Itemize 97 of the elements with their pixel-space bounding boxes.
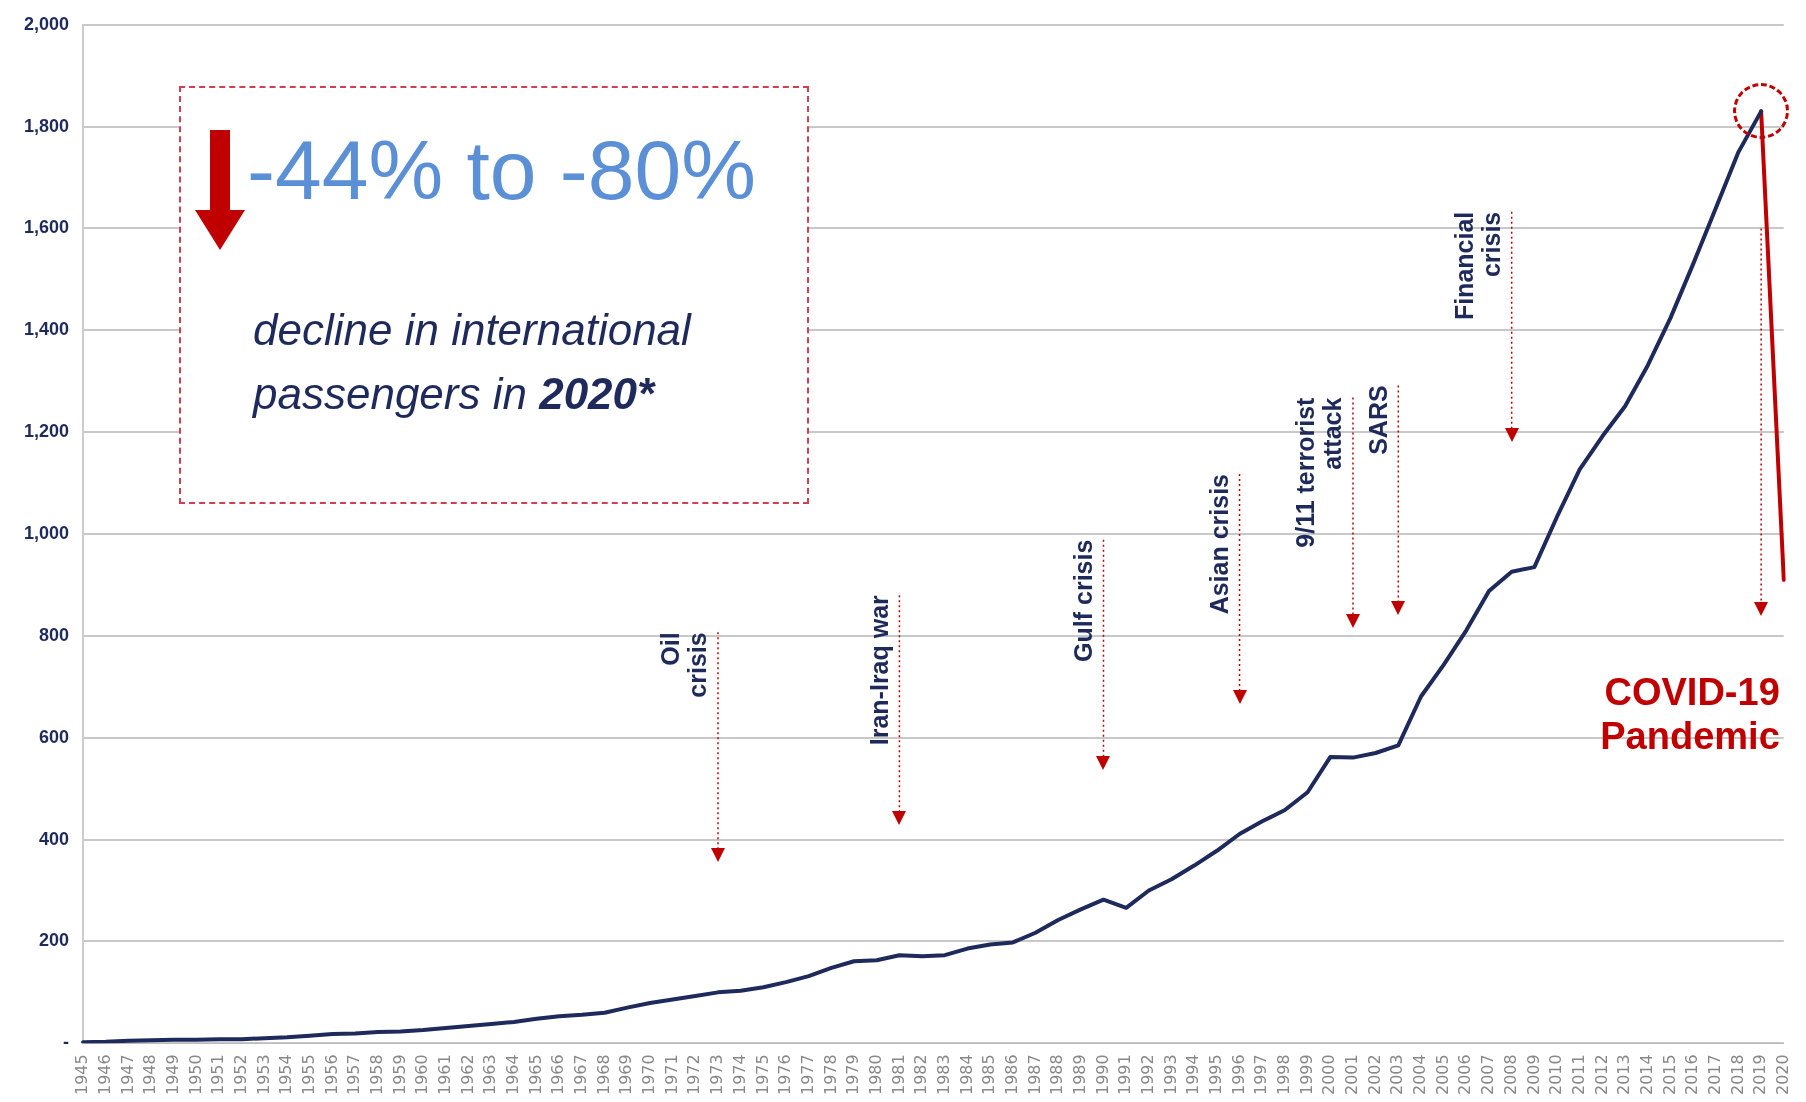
x-tick-label: 1982 <box>911 1054 931 1095</box>
x-tick-label: 1986 <box>1001 1054 1021 1095</box>
ref-line-label: Asian crisis <box>1204 473 1233 615</box>
x-tick-label: 1945 <box>72 1054 92 1095</box>
x-tick-label: 2017 <box>1704 1054 1724 1095</box>
y-tick-label: 1,200 <box>24 421 70 442</box>
x-tick-label: 1947 <box>117 1054 137 1095</box>
x-tick-label: 1973 <box>707 1054 727 1095</box>
y-tick-label: 1,600 <box>24 217 70 238</box>
x-tick-label: 2003 <box>1387 1054 1407 1095</box>
x-tick-label: 1974 <box>729 1054 749 1095</box>
x-tick-label: 2018 <box>1727 1054 1747 1095</box>
x-tick-label: 2016 <box>1682 1054 1702 1095</box>
x-tick-label: 1984 <box>956 1054 976 1095</box>
ref-line-label: Oil crisis <box>656 632 712 698</box>
x-tick-label: 1970 <box>639 1054 659 1095</box>
x-tick-label: 1964 <box>503 1054 523 1095</box>
y-tick-label: 1,000 <box>24 523 70 544</box>
x-tick-label: 1961 <box>435 1054 455 1095</box>
x-tick-label: 1996 <box>1228 1054 1248 1095</box>
x-tick-label: 1949 <box>162 1054 182 1095</box>
x-tick-label: 2005 <box>1432 1054 1452 1095</box>
x-tick-label: 1962 <box>457 1054 477 1095</box>
x-tick-label: 2012 <box>1591 1054 1611 1095</box>
y-tick-label: - <box>63 1032 70 1053</box>
ref-line-label: Iran-Iraq war <box>864 594 893 746</box>
x-tick-label: 2006 <box>1455 1054 1475 1095</box>
x-tick-label: 1953 <box>253 1054 273 1095</box>
x-tick-label: 1948 <box>140 1054 160 1095</box>
x-tick-label: 1950 <box>185 1054 205 1095</box>
x-tick-label: 1957 <box>344 1054 364 1095</box>
x-tick-label: 2014 <box>1636 1054 1656 1095</box>
x-tick-label: 1968 <box>593 1054 613 1095</box>
ref-line-label: COVID-19 Pandemic <box>1600 671 1780 757</box>
y-tick-label: 1,400 <box>24 319 70 340</box>
x-tick-label: 1992 <box>1138 1054 1158 1095</box>
y-tick-label: 800 <box>39 624 70 645</box>
x-tick-label: 1956 <box>321 1054 341 1095</box>
x-tick-label: 1954 <box>276 1054 296 1095</box>
annotation: -44% to -80% <box>247 122 756 219</box>
x-tick-label: 1978 <box>820 1054 840 1095</box>
x-tick-label: 1993 <box>1160 1054 1180 1095</box>
x-tick-label: 1969 <box>616 1054 636 1095</box>
x-tick-label: 1960 <box>412 1054 432 1095</box>
x-tick-label: 1981 <box>888 1054 908 1095</box>
x-tick-label: 1980 <box>865 1054 885 1095</box>
x-tick-label: 1965 <box>525 1054 545 1095</box>
x-tick-label: 2019 <box>1750 1054 1770 1095</box>
y-tick-label: 600 <box>39 726 70 747</box>
x-tick-label: 1972 <box>684 1054 704 1095</box>
x-tick-label: 1977 <box>797 1054 817 1095</box>
x-tick-label: 2009 <box>1523 1054 1543 1095</box>
x-tick-label: 1946 <box>94 1054 114 1095</box>
x-tick-label: 1997 <box>1251 1054 1271 1095</box>
x-tick-label: 1975 <box>752 1054 772 1095</box>
x-tick-label: 1958 <box>367 1054 386 1095</box>
y-tick-label: 400 <box>39 828 70 849</box>
x-tick-label: 2020 <box>1772 1054 1792 1095</box>
annotation: decline in international passengers in 2020* <box>253 304 693 420</box>
x-tick-label: 1963 <box>480 1054 500 1095</box>
x-tick-label: 1952 <box>230 1054 250 1095</box>
x-tick-label: 1991 <box>1115 1054 1135 1095</box>
x-tick-label: 1998 <box>1274 1054 1294 1095</box>
x-tick-label: 2001 <box>1342 1054 1362 1095</box>
x-tick-label: 2008 <box>1500 1054 1520 1095</box>
y-tick-label: 200 <box>39 930 70 951</box>
x-tick-label: 1955 <box>298 1054 318 1095</box>
ref-line-label: SARS <box>1363 385 1392 455</box>
x-tick-label: 1999 <box>1296 1054 1316 1095</box>
x-tick-label: 1983 <box>933 1054 953 1095</box>
x-tick-label: 1994 <box>1183 1054 1203 1095</box>
x-tick-label: 1987 <box>1024 1054 1044 1095</box>
x-tick-label: 2015 <box>1659 1054 1679 1095</box>
x-tick-label: 1959 <box>389 1054 409 1095</box>
x-tick-label: 2013 <box>1614 1054 1634 1095</box>
ref-line-label: 9/11 terrorist attack <box>1291 396 1347 548</box>
ref-line-label: Gulf crisis <box>1068 539 1097 662</box>
x-tick-label: 1966 <box>548 1054 568 1095</box>
x-tick-label: 1971 <box>661 1054 681 1095</box>
x-tick-label: 1990 <box>1092 1054 1112 1095</box>
ref-line-label: Financial crisis <box>1450 211 1506 321</box>
x-tick-label: 2000 <box>1319 1054 1339 1095</box>
x-tick-label: 1976 <box>775 1054 795 1095</box>
x-tick-label: 2011 <box>1568 1054 1588 1095</box>
x-tick-label: 2002 <box>1364 1054 1384 1095</box>
x-tick-label: 1989 <box>1069 1054 1089 1095</box>
x-tick-label: 1979 <box>843 1054 863 1095</box>
y-tick-label: 2,000 <box>24 13 70 34</box>
x-tick-label: 1988 <box>1047 1054 1067 1095</box>
x-tick-label: 1995 <box>1206 1054 1226 1095</box>
x-tick-label: 1985 <box>979 1054 999 1095</box>
x-tick-label: 2010 <box>1546 1054 1566 1095</box>
x-tick-label: 1951 <box>208 1054 228 1095</box>
x-tick-label: 2004 <box>1410 1054 1430 1095</box>
y-tick-label: 1,800 <box>24 115 70 136</box>
x-tick-label: 1967 <box>571 1054 591 1095</box>
x-tick-label: 2007 <box>1478 1054 1498 1095</box>
